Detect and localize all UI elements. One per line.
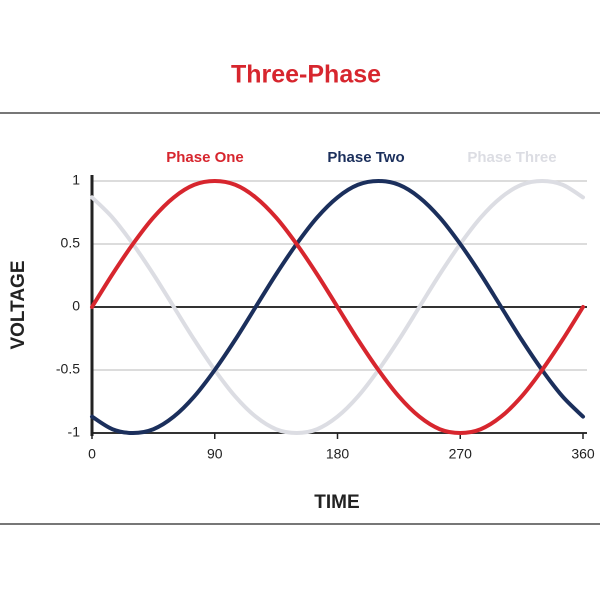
y-tick-label: 0.5 (61, 235, 81, 251)
legend-label: Phase One (166, 149, 244, 166)
legend-label: Phase Three (467, 149, 556, 166)
y-tick-label: -0.5 (56, 361, 80, 377)
legend-label: Phase Two (327, 149, 404, 166)
series-line (90, 178, 585, 436)
x-axis-label: TIME (314, 492, 359, 513)
x-tick-label: 270 (449, 446, 473, 462)
x-tick-label: 360 (571, 446, 595, 462)
chart-title: Three-Phase (231, 61, 381, 89)
y-tick-label: 0 (72, 298, 80, 314)
y-axis-label: VOLTAGE (8, 260, 29, 349)
x-tick-label: 90 (207, 446, 223, 462)
series-line (90, 178, 585, 436)
y-tick-label: 1 (72, 172, 80, 188)
x-tick-label: 0 (88, 446, 96, 462)
series-line (90, 178, 585, 436)
y-tick-label: -1 (68, 424, 81, 440)
x-tick-label: 180 (326, 446, 350, 462)
